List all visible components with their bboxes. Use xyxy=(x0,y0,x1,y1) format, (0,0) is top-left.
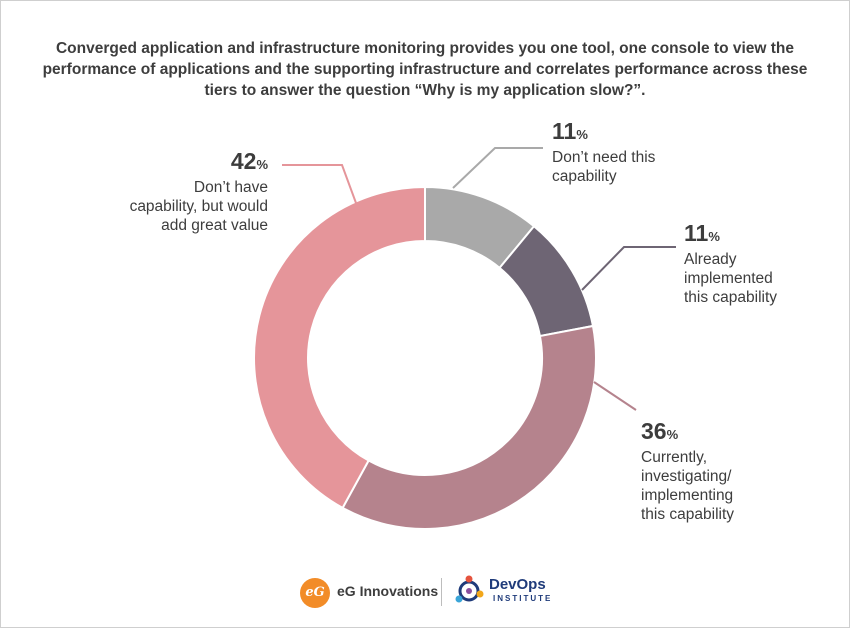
devops-institute-logo-icon xyxy=(455,575,484,603)
leader-line-currently-investigating xyxy=(593,381,637,411)
leader-line-already-implemented xyxy=(581,246,676,291)
callout-currently-investigating-pct: 36% xyxy=(641,418,679,444)
callout-dont-have: 42% Don’t have capability, but would add… xyxy=(130,148,268,235)
slice-dont-have xyxy=(253,185,426,510)
callout-dont-need-label: Don’t need this capability xyxy=(552,149,656,185)
callout-dont-have-label: Don’t have capability, but would add gre… xyxy=(129,179,268,234)
devops-institute-name: DevOps xyxy=(489,576,546,593)
callout-currently-investigating: 36% Currently, investigating/ implementi… xyxy=(641,418,734,524)
callout-currently-investigating-label: Currently, investigating/ implementing t… xyxy=(641,449,735,523)
leader-line-dont-have xyxy=(282,164,357,204)
callout-dont-need-pct: 11% xyxy=(552,118,588,144)
logo-divider xyxy=(441,578,442,606)
callout-already-implemented-pct: 11% xyxy=(684,220,720,246)
callout-already-implemented: 11% Already implemented this capability xyxy=(684,220,777,307)
slice-currently-investigating xyxy=(341,324,597,530)
callout-dont-need: 11% Don’t need this capability xyxy=(552,118,655,186)
leader-line-dont-need xyxy=(452,147,543,189)
footer-logos: eG eG Innovations DevOps INSTITUTE xyxy=(0,572,850,612)
devops-institute-subtitle: INSTITUTE xyxy=(493,594,553,603)
eg-innovations-name: eG Innovations xyxy=(337,583,439,599)
chart-title: Converged application and infrastructure… xyxy=(42,40,808,99)
callout-dont-have-pct: 42% xyxy=(230,148,268,174)
callout-already-implemented-label: Already implemented this capability xyxy=(684,251,778,306)
eg-innovations-logo-icon: eG xyxy=(300,578,330,608)
